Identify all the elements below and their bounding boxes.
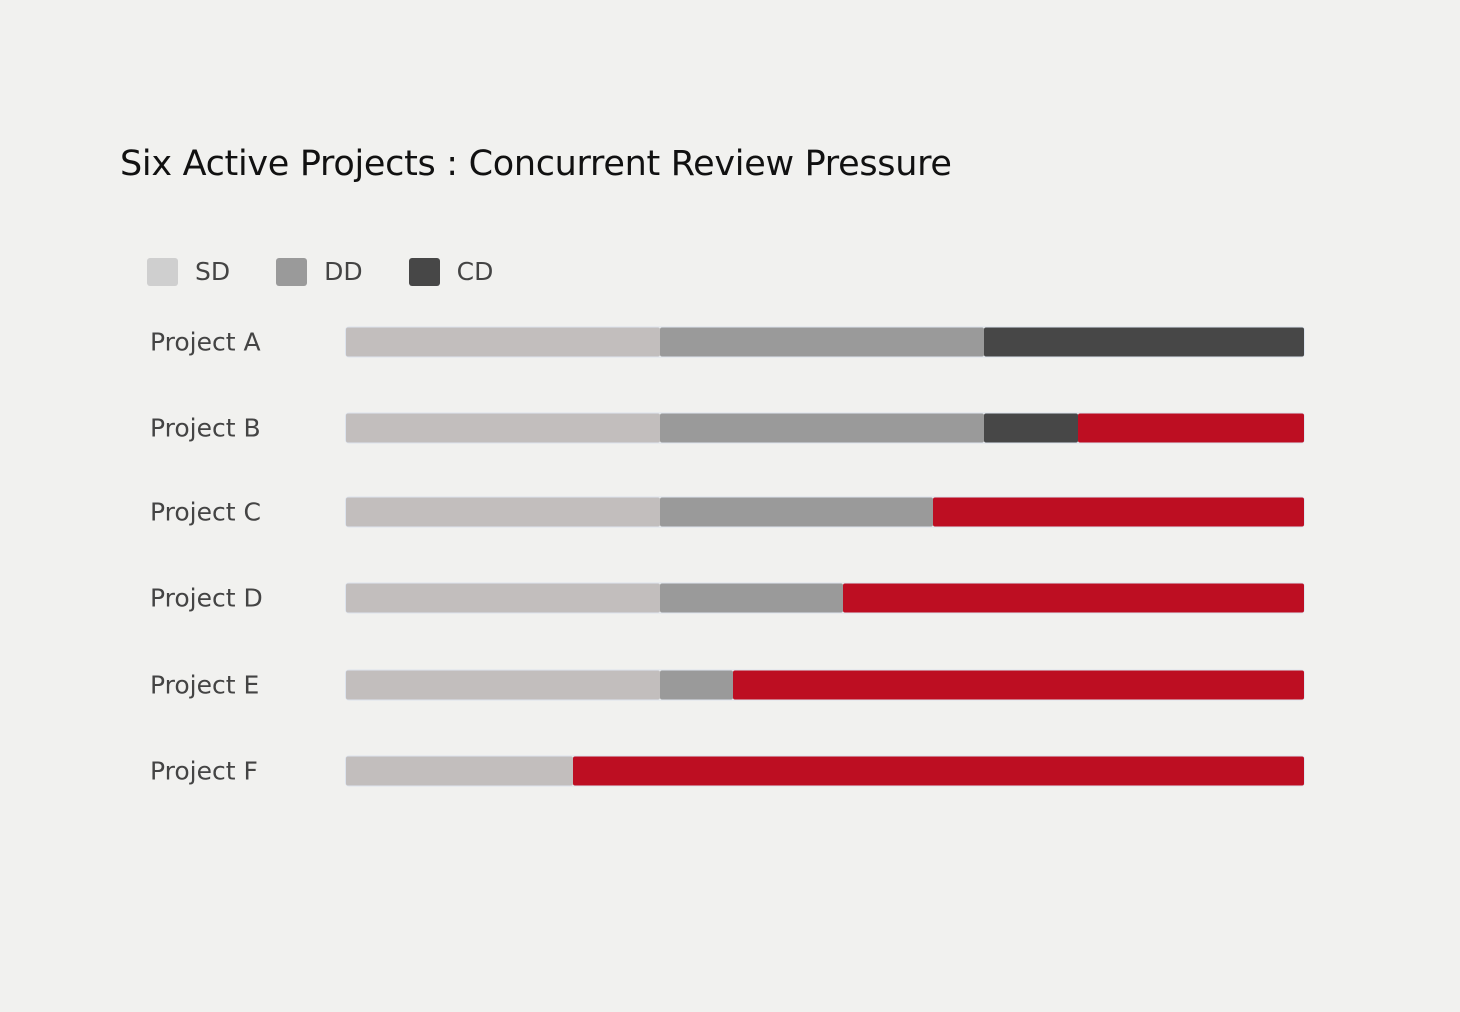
bar-segment-sd: [346, 583, 661, 613]
legend-label: SD: [195, 257, 231, 286]
legend-swatch-sd: [147, 257, 178, 286]
bar-segment-unnamed: [933, 497, 1304, 527]
legend: SD DD CD: [147, 257, 539, 286]
category-label: Project A: [150, 327, 261, 357]
bar-segment-unnamed: [843, 583, 1304, 613]
category-label: Project B: [150, 413, 261, 443]
chart-title: Six Active Projects : Concurrent Review …: [120, 144, 952, 184]
category-label: Project C: [150, 497, 261, 527]
bar-segment-sd: [346, 497, 661, 527]
category-label: Project E: [150, 670, 260, 700]
bar-segment-sd: [346, 756, 574, 786]
bar-segment-unnamed: [733, 670, 1304, 700]
bar-segment-sd: [346, 327, 661, 357]
legend-swatch-cd: [408, 257, 440, 286]
legend-item-sd: SD: [147, 257, 230, 286]
legend-label: DD: [324, 257, 363, 286]
category-label: Project F: [150, 756, 258, 786]
category-label: Project D: [150, 583, 263, 613]
legend-swatch-dd: [276, 257, 308, 286]
legend-item-dd: DD: [276, 257, 363, 286]
bar-segment-unnamed: [573, 756, 1304, 786]
bar-segment-unnamed: [1077, 413, 1304, 443]
bar-segment-dd: [660, 327, 985, 357]
bar-track: [346, 756, 1304, 786]
bar-track: [346, 583, 1304, 613]
bar-segment-sd: [346, 413, 661, 443]
bar-track: [346, 327, 1304, 357]
bar-track: [346, 413, 1304, 443]
bar-track: [346, 670, 1304, 700]
bar-segment-dd: [660, 670, 734, 700]
bar-segment-cd: [984, 327, 1304, 357]
bar-segment-dd: [660, 413, 985, 443]
bar-track: [346, 497, 1304, 527]
legend-item-cd: CD: [408, 257, 494, 286]
bar-segment-dd: [660, 497, 934, 527]
bar-segment-cd: [984, 413, 1078, 443]
bar-segment-sd: [346, 670, 661, 700]
legend-label: CD: [456, 257, 494, 286]
bar-segment-dd: [660, 583, 844, 613]
